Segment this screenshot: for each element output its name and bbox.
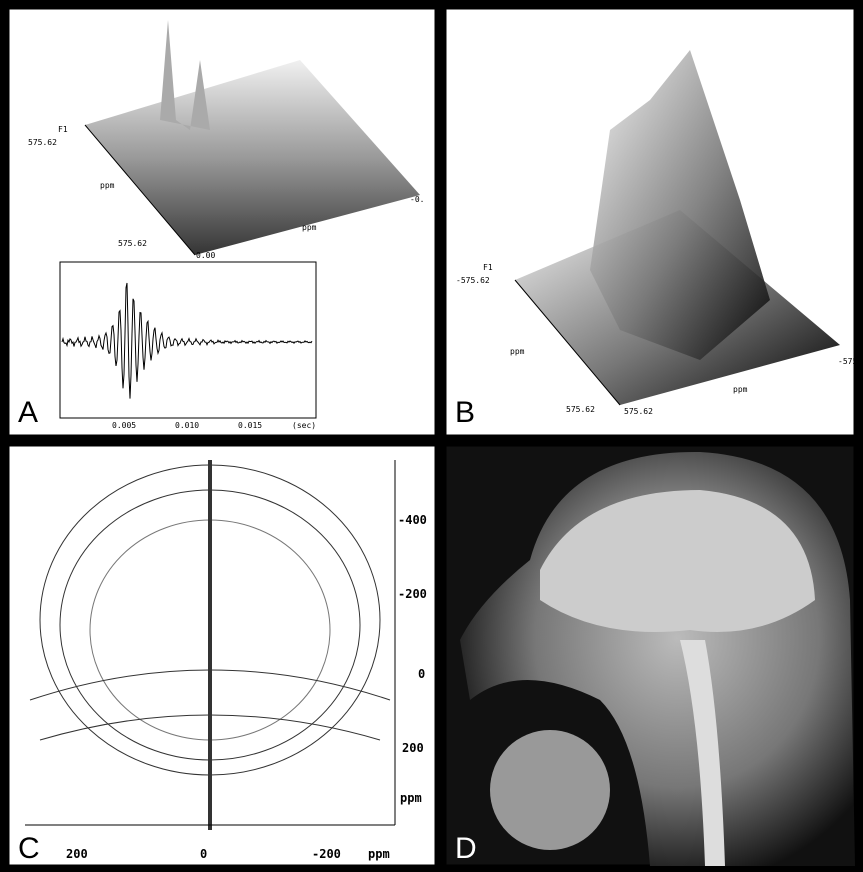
x-tick-label: 0 xyxy=(200,847,207,861)
panel-letter: D xyxy=(455,832,477,865)
axis-label: -575.62 xyxy=(456,276,490,285)
axis-label: 0.00 xyxy=(196,251,215,260)
axis-label: 575.62 xyxy=(118,239,147,248)
axis-label: -0. xyxy=(410,195,424,204)
figure: ABCDF1575.62ppm575.62ppm-0.0.000.0050.01… xyxy=(0,0,863,872)
axis-label: 575.62 xyxy=(566,405,595,414)
x-tick-label: -200 xyxy=(312,847,341,861)
y-tick-label: -400 xyxy=(398,513,427,527)
inset-tick-label: 0.015 xyxy=(238,421,262,430)
axis-label: F1 xyxy=(58,125,68,134)
y-tick-label: 0 xyxy=(418,667,425,681)
axis-label: 575.62 xyxy=(624,407,653,416)
axis-label: 575.62 xyxy=(28,138,57,147)
panel-letter: C xyxy=(18,832,40,865)
axis-label: ppm xyxy=(733,385,748,394)
inset-tick-label: 0.010 xyxy=(175,421,199,430)
panel-c xyxy=(8,445,436,866)
x-tick-label: 200 xyxy=(66,847,88,861)
panel-letter: B xyxy=(455,396,475,429)
axis-label: -575. xyxy=(838,357,862,366)
panel-letter: A xyxy=(18,396,38,429)
y-tick-label: 200 xyxy=(402,741,424,755)
axis-label: ppm xyxy=(510,347,525,356)
x-tick-label: ppm xyxy=(368,847,390,861)
axis-label: F1 xyxy=(483,263,493,272)
axis-label: ppm xyxy=(100,181,115,190)
mri-jaw xyxy=(490,730,610,850)
inset-tick-label: 0.005 xyxy=(112,421,136,430)
y-tick-label: ppm xyxy=(400,791,422,805)
y-tick-label: -200 xyxy=(398,587,427,601)
axis-label: ppm xyxy=(302,223,317,232)
inset-tick-label: (sec) xyxy=(292,421,316,430)
page: ABCDF1575.62ppm575.62ppm-0.0.000.0050.01… xyxy=(0,0,863,872)
